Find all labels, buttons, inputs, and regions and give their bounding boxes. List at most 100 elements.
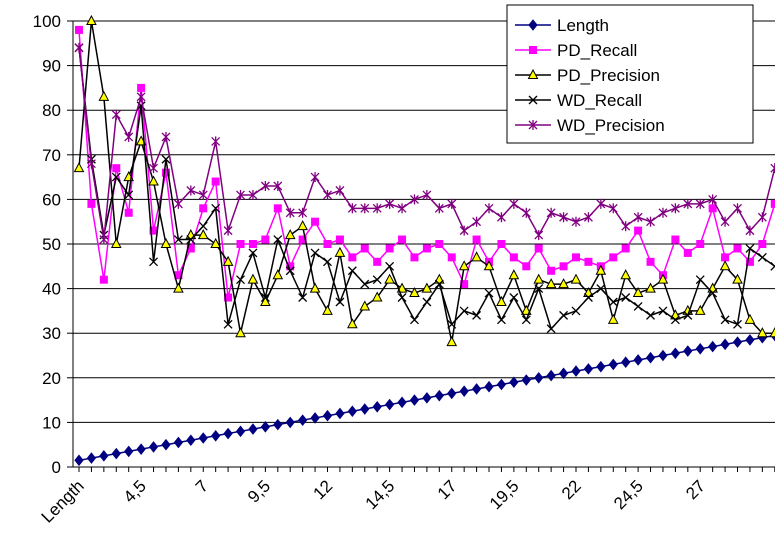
data-point: [360, 403, 370, 415]
data-point: [73, 162, 85, 173]
y-tick-label: 40: [42, 280, 61, 299]
data-point: [422, 297, 432, 307]
data-point: [435, 240, 444, 248]
data-point: [571, 306, 581, 316]
data-point: [695, 343, 705, 355]
data-point-stroke: [298, 293, 308, 302]
data-point: [646, 310, 655, 320]
data-point: [111, 109, 121, 120]
data-point: [621, 244, 630, 253]
data-point: [496, 378, 507, 391]
data-point: [236, 240, 245, 248]
data-point: [496, 315, 506, 325]
data-point: [273, 418, 283, 431]
data-point: [596, 284, 606, 294]
data-point: [528, 95, 538, 105]
x-tick-label: 7: [192, 476, 212, 496]
legend-item: PD_Precision: [515, 66, 660, 85]
data-point: [149, 163, 159, 174]
y-tick-label: 30: [42, 324, 61, 343]
data-point: [683, 198, 693, 209]
data-point: [521, 374, 531, 386]
data-point: [397, 293, 407, 302]
data-point: [509, 253, 518, 262]
x-tick-label: 19,5: [486, 476, 523, 513]
data-point-stroke: [323, 257, 332, 267]
data-point: [385, 261, 395, 271]
data-point: [309, 282, 321, 293]
data-point: [86, 158, 96, 169]
data-point: [719, 260, 731, 271]
data-point: [323, 240, 332, 248]
data-point: [273, 181, 283, 192]
data-point: [621, 293, 631, 302]
data-point-stroke: [583, 293, 593, 302]
data-point: [74, 42, 84, 53]
data-point: [770, 199, 775, 208]
data-point: [683, 248, 692, 257]
data-point: [497, 240, 506, 248]
data-point: [745, 225, 755, 236]
data-point: [657, 273, 669, 284]
data-point-stroke: [372, 275, 382, 285]
data-point-stroke: [695, 275, 705, 285]
data-point: [621, 221, 631, 232]
data-point: [373, 257, 382, 266]
data-point: [398, 235, 407, 244]
data-point: [385, 244, 394, 253]
data-point: [546, 369, 556, 382]
data-point-stroke: [534, 284, 544, 294]
data-point: [136, 91, 146, 102]
data-point: [223, 225, 233, 236]
legend-item: Length: [515, 16, 609, 35]
y-tick-label: 70: [42, 146, 61, 165]
data-point: [260, 295, 271, 306]
data-point: [236, 275, 245, 285]
data-point: [695, 275, 705, 285]
data-point: [720, 315, 730, 325]
data-point-stroke: [385, 261, 395, 271]
data-point-stroke: [173, 235, 183, 244]
data-point-stroke: [236, 275, 245, 285]
data-point: [509, 198, 519, 209]
data-point: [248, 423, 258, 435]
data-point: [248, 189, 258, 200]
data-point: [770, 261, 775, 271]
data-point: [360, 203, 370, 214]
data-point: [509, 293, 519, 302]
data-point: [335, 407, 345, 420]
data-point: [670, 347, 681, 360]
data-point: [434, 203, 444, 214]
legend-item: WD_Precision: [515, 116, 665, 135]
x-tick-label: Length: [38, 476, 88, 526]
data-point: [223, 319, 233, 329]
data-point-stroke: [472, 310, 482, 320]
data-point: [583, 212, 593, 223]
data-point: [99, 234, 109, 245]
data-point-stroke: [248, 248, 258, 258]
data-point: [534, 230, 544, 241]
data-point-stroke: [186, 235, 196, 244]
data-point: [658, 349, 668, 362]
data-point: [546, 207, 556, 218]
data-point-stroke: [434, 279, 444, 289]
data-point-stroke: [198, 221, 208, 231]
data-point: [471, 383, 482, 395]
data-point: [708, 194, 718, 205]
data-point: [645, 351, 656, 364]
data-point: [372, 400, 382, 413]
data-point: [608, 297, 618, 307]
data-point: [285, 416, 295, 429]
data-point: [86, 14, 97, 25]
data-point: [770, 163, 775, 174]
data-point: [633, 354, 643, 366]
data-point: [360, 244, 369, 253]
data-point-stroke: [260, 293, 270, 302]
data-point: [235, 327, 246, 338]
data-point-stroke: [459, 306, 469, 316]
data-point: [434, 389, 444, 402]
legend-label: WD_Precision: [557, 116, 665, 135]
data-point: [708, 340, 718, 353]
y-tick-label: 0: [52, 458, 61, 477]
data-point: [310, 172, 320, 183]
